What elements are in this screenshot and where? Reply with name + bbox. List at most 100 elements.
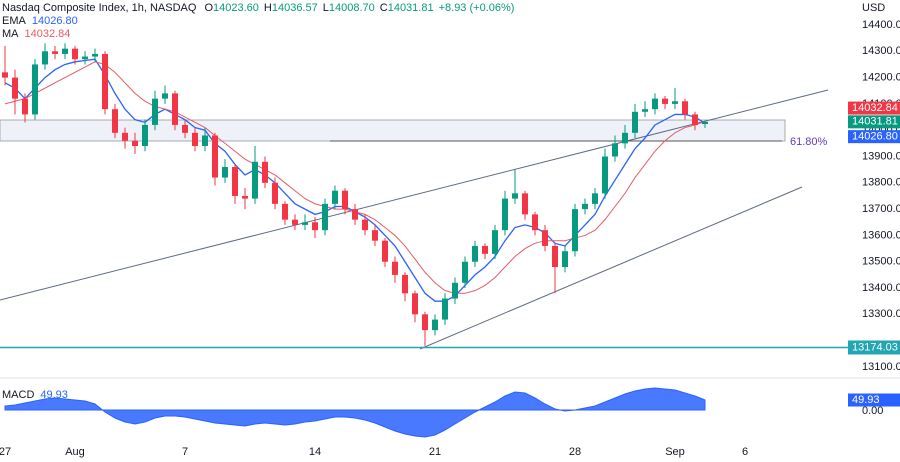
- candle-body: [582, 203, 588, 210]
- candle-body: [482, 245, 488, 254]
- candle-body: [322, 203, 328, 231]
- y-tick-label: 13400.00: [862, 282, 900, 294]
- x-tick-label: Sep: [665, 446, 685, 458]
- candle-body: [472, 245, 478, 262]
- candle-body: [142, 124, 148, 146]
- candle-body: [352, 209, 358, 220]
- readout-key: O: [204, 2, 213, 14]
- legend-value: 49.93: [40, 389, 68, 401]
- candle-body: [402, 274, 408, 294]
- indicator-line: [4, 58, 706, 302]
- plot: 14400.0014300.0014200.0014100.0014000.00…: [0, 19, 900, 458]
- candle-body: [572, 209, 578, 252]
- candle-body: [702, 121, 708, 125]
- candle-body: [202, 135, 208, 146]
- candle-body: [592, 193, 598, 204]
- legend-name: MA: [2, 28, 19, 40]
- y-tick-label: 14300.00: [862, 45, 900, 57]
- candle-body: [12, 77, 18, 99]
- readout-key: L: [323, 2, 329, 14]
- candle-body: [72, 48, 78, 60]
- y-tick-label: 0.00: [862, 405, 883, 417]
- candle-body: [312, 222, 318, 231]
- candle-body: [172, 93, 178, 125]
- candle-body: [542, 230, 548, 246]
- candle-body: [302, 222, 308, 225]
- candle-body: [522, 193, 528, 215]
- candle-body: [82, 56, 88, 60]
- candle-body: [502, 198, 508, 231]
- price-tag-label: 14026.80: [852, 131, 898, 143]
- candle-body: [222, 167, 228, 178]
- chart-title: Nasdaq Composite Index, 1h, NASDAQ: [2, 2, 197, 14]
- readout-key: H: [264, 2, 272, 14]
- annotation: 61.80%: [790, 136, 828, 148]
- candle-body: [272, 182, 278, 204]
- x-tick-label: 21: [429, 446, 441, 458]
- candle-body: [112, 109, 118, 133]
- y-tick-label: 14400.00: [862, 19, 900, 31]
- legend-name: MACD: [2, 389, 34, 401]
- price-tag-label: 14031.81: [852, 116, 898, 128]
- candle-body: [242, 195, 248, 199]
- y-tick-label: 14200.00: [862, 72, 900, 84]
- value-tag: [848, 393, 900, 407]
- x-tick-label: 27: [0, 446, 11, 458]
- value-tag-label: 49.93: [852, 394, 880, 406]
- candle-body: [122, 132, 128, 141]
- candle-body: [362, 219, 368, 231]
- candle-body: [92, 53, 98, 57]
- y-tick-label: 13300.00: [862, 308, 900, 320]
- candle-body: [432, 319, 438, 331]
- candle-body: [182, 124, 188, 133]
- currency: USD: [862, 2, 885, 14]
- candle-body: [192, 132, 198, 146]
- candle-body: [152, 98, 158, 125]
- price-tag: [848, 340, 900, 355]
- candle-body: [372, 230, 378, 241]
- indicator-line: [4, 61, 706, 294]
- candle-body: [662, 98, 668, 104]
- candle-body: [632, 111, 638, 133]
- candle-body: [232, 167, 238, 196]
- candle-body: [442, 298, 448, 320]
- candle-body: [672, 101, 678, 104]
- candle-body: [562, 251, 568, 267]
- candle-body: [252, 161, 258, 199]
- candle-body: [42, 51, 48, 65]
- readout-value: 14031.81: [388, 2, 434, 14]
- candle-body: [382, 240, 388, 262]
- candle-body: [212, 135, 218, 178]
- x-tick-label: 28: [569, 446, 581, 458]
- readout-value: +8.93 (+0.06%): [439, 2, 515, 14]
- candle-body: [392, 261, 398, 275]
- candle-body: [102, 53, 108, 110]
- candle-body: [2, 72, 8, 78]
- price-tag: [848, 115, 900, 129]
- legend-value: 14032.84: [25, 28, 71, 40]
- candle-body: [452, 282, 458, 299]
- candle-body: [52, 51, 58, 54]
- y-tick-label: 13700.00: [862, 203, 900, 215]
- price-tag-label: 13174.03: [852, 341, 898, 353]
- x-tick-label: 14: [309, 446, 321, 458]
- legend-value: 14026.80: [32, 15, 78, 27]
- candle-body: [602, 156, 608, 194]
- candle-body: [492, 230, 498, 254]
- candle-body: [62, 48, 68, 54]
- readout-value: 14023.60: [213, 2, 259, 14]
- candle-body: [262, 161, 268, 183]
- candle-body: [292, 219, 298, 225]
- candle-body: [682, 101, 688, 115]
- candle-body: [552, 245, 558, 267]
- candle-body: [622, 132, 628, 144]
- candle-body: [162, 93, 168, 99]
- y-tick-label: 13500.00: [862, 256, 900, 268]
- x-tick-label: 6: [742, 446, 748, 458]
- legend-entry: MA 14032.84: [2, 28, 70, 40]
- x-tick-label: Aug: [65, 446, 85, 458]
- legend-name: EMA: [2, 15, 27, 27]
- candle-body: [652, 98, 658, 110]
- x-tick-label: 7: [182, 446, 188, 458]
